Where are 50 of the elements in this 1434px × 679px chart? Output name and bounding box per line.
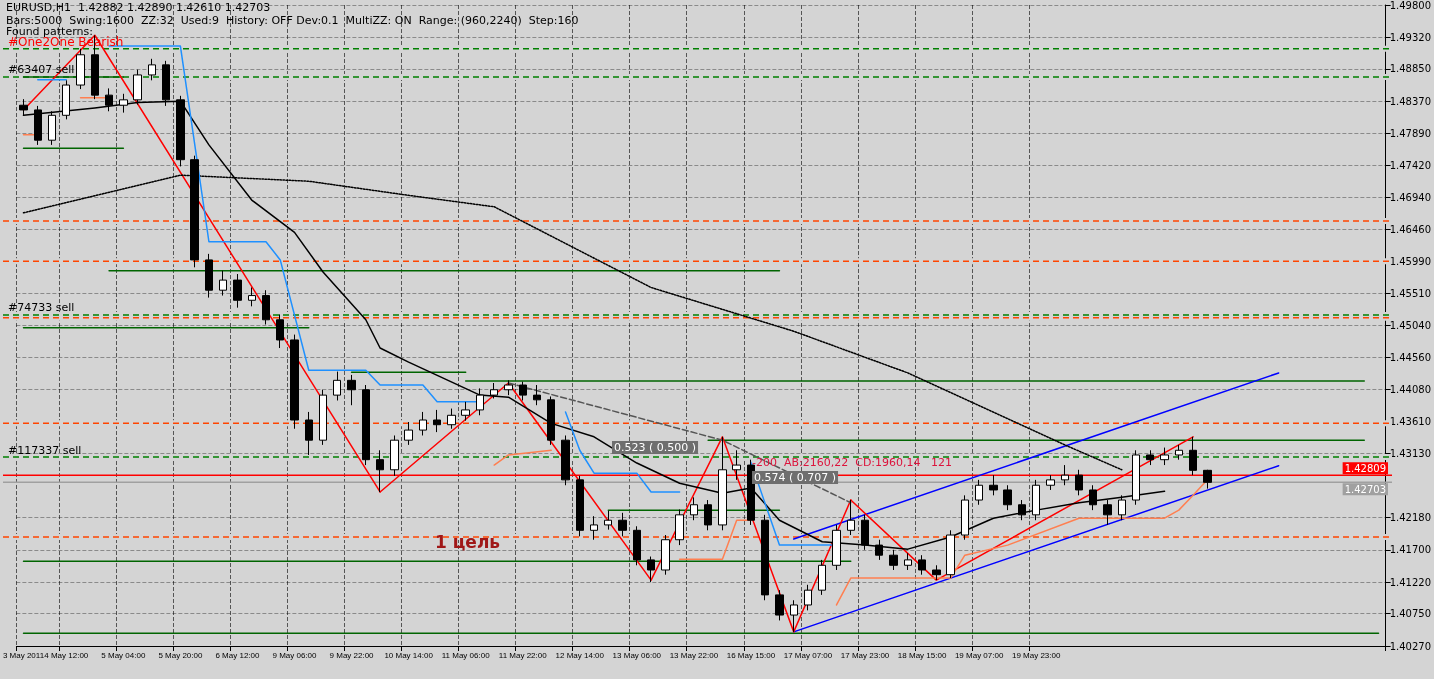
- annotation: #117337 sell: [8, 444, 82, 457]
- y-tick-label: 1.40750: [1389, 608, 1432, 620]
- x-tick-label: 11 May 06:00: [441, 650, 491, 660]
- x-tick-label: 11 May 22:00: [498, 650, 548, 660]
- x-tick-label: 5 May 20:00: [158, 650, 203, 660]
- y-tick-label: 1.45040: [1389, 319, 1432, 331]
- y-tick-label: 1.48850: [1389, 63, 1432, 75]
- x-tick-label: 17 May 07:00: [783, 650, 833, 660]
- x-tick-label: 19 May 23:00: [1011, 650, 1061, 660]
- y-tick-label: 1.45510: [1389, 288, 1432, 300]
- x-tick-label: 9 May 06:00: [272, 650, 318, 660]
- x-tick-label: 9 May 22:00: [329, 650, 375, 660]
- y-tick-label: 1.43130: [1389, 448, 1432, 460]
- y-tick-label: 1.46940: [1389, 191, 1432, 203]
- y-tick-label: 1.49800: [1389, 0, 1432, 11]
- x-tick-label: 13 May 22:00: [669, 650, 719, 660]
- x-tick-label: 5 May 04:00: [101, 650, 146, 660]
- y-tick-label: 1.45990: [1389, 255, 1432, 267]
- y-tick-label: 1.40270: [1389, 640, 1432, 652]
- y-tick-label: 1.46460: [1389, 224, 1432, 236]
- annotation: -200 AB:2160,22 CD:1960,14 121: [752, 456, 953, 469]
- annotation: #74733 sell: [8, 301, 75, 314]
- x-tick-label: 13 May 06:00: [612, 650, 662, 660]
- y-tick-label: 1.41700: [1389, 544, 1432, 556]
- annotation: 0.574 ( 0.707 ): [754, 471, 837, 484]
- y-tick-label: 1.47420: [1389, 159, 1432, 171]
- y-tick-label: 1.43610: [1389, 415, 1432, 427]
- x-tick-label: 10 May 14:00: [384, 650, 434, 660]
- y-tick-label: 1.42180: [1389, 512, 1432, 524]
- y-tick-label: 1.49320: [1389, 31, 1432, 43]
- annotation: 1 цель: [435, 531, 501, 552]
- y-tick-label: 1.44560: [1389, 351, 1432, 363]
- text: Bars:5000 Swing:1600 ZZ:32 Used:9 History: OFF Dev:0.1 MultiZZ: ON Range: (960,2240) Step:160: [6, 14, 579, 27]
- y-tick-label: 1.44080: [1389, 384, 1432, 396]
- ref-line-label: 1.42703: [1344, 483, 1387, 495]
- annotation: Found patterns:: [6, 25, 93, 38]
- x-tick-label: 12 May 14:00: [555, 650, 605, 660]
- x-tick-label: 17 May 23:00: [840, 650, 890, 660]
- x-tick-label: 6 May 12:00: [215, 650, 261, 660]
- x-tick-label: 3 May 2011: [2, 650, 45, 660]
- x-tick-label: 4 May 12:00: [44, 650, 89, 660]
- y-tick-label: 1.41220: [1389, 576, 1432, 588]
- x-tick-label: 16 May 15:00: [726, 650, 776, 660]
- y-tick-label: 1.48370: [1389, 95, 1432, 107]
- y-tick-label: 1.47890: [1389, 127, 1432, 139]
- ref-line-label: 1.42809: [1344, 462, 1387, 474]
- annotation: 0.523 ( 0.500 ): [614, 441, 697, 454]
- x-tick-label: 18 May 15:00: [897, 650, 947, 660]
- chart-title: EURUSD,H1 1.42882 1.42890 1.42610 1.42703: [6, 1, 271, 14]
- x-tick-label: 19 May 07:00: [954, 650, 1004, 660]
